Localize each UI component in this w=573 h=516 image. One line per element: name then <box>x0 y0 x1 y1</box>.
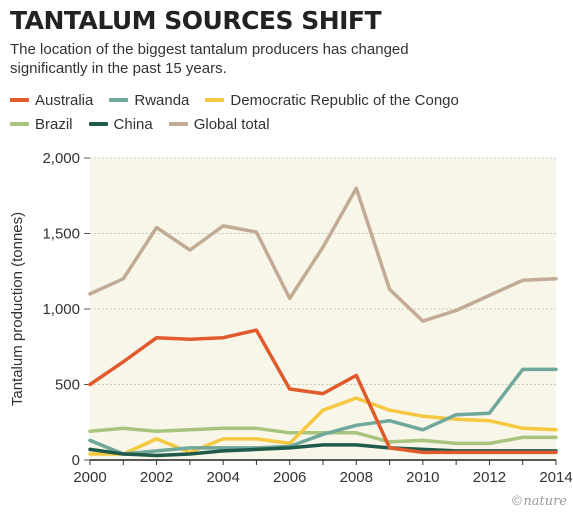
legend-swatch-china <box>88 122 108 126</box>
legend-label-brazil: Brazil <box>35 115 73 133</box>
legend-row-2: Brazil China Global total <box>10 112 570 136</box>
series-line-democratic-republic-of-the-congo <box>88 396 558 456</box>
x-tick-label: 2010 <box>406 469 439 486</box>
legend-item-australia: Australia <box>10 92 93 109</box>
legend: Australia Rwanda Democratic Republic of … <box>10 88 570 136</box>
legend-swatch-drc <box>205 98 225 102</box>
x-tick-label: 2008 <box>340 469 373 486</box>
chart-subtitle: The location of the biggest tantalum pro… <box>10 41 409 77</box>
x-tick-label: 2002 <box>140 469 173 486</box>
legend-item-global-total: Global total <box>168 115 270 133</box>
legend-item-china: China <box>88 115 153 133</box>
x-tick-label: 2014 <box>539 469 572 486</box>
legend-row-1: Australia Rwanda Democratic Republic of … <box>10 88 570 112</box>
legend-label-global-total: Global total <box>193 115 270 133</box>
legend-item-brazil: Brazil <box>10 116 73 133</box>
x-tick-label: 2004 <box>206 469 239 486</box>
legend-swatch-global-total <box>168 122 188 126</box>
legend-item-rwanda: Rwanda <box>109 92 189 109</box>
line-chart: 0 500 1,000 1,500 2,000 2000 2002 2004 2006 2008 2… <box>9 150 573 486</box>
chart-title: TANTALUM SOURCES SHIFT <box>10 6 382 35</box>
x-tick-label: 2000 <box>73 469 106 486</box>
y-tick-label: 500 <box>55 377 80 394</box>
series-line-rwanda <box>88 367 558 456</box>
legend-swatch-australia <box>10 98 29 102</box>
y-tick-label: 0 <box>72 452 80 469</box>
series-line-global-total <box>88 186 558 323</box>
legend-label-rwanda: Rwanda <box>134 91 190 109</box>
legend-label-drc: Democratic Republic of the Congo <box>230 91 459 109</box>
legend-swatch-brazil <box>10 122 29 126</box>
legend-item-drc: Democratic Republic of the Congo <box>205 91 459 109</box>
y-tick-label: 1,000 <box>42 301 80 318</box>
legend-label-china: China <box>113 115 153 133</box>
y-axis-label: Tantalum production (tonnes) <box>9 212 26 406</box>
legend-label-australia: Australia <box>35 91 94 109</box>
chart-area: 0 500 1,000 1,500 2,000 2000 2002 2004 2006 2008 2… <box>0 140 573 511</box>
x-tick-label: 2006 <box>273 469 306 486</box>
y-tick-label: 2,000 <box>42 150 80 167</box>
x-tick-label: 2012 <box>473 469 506 486</box>
series-line-australia <box>88 328 558 455</box>
nature-credit: ©nature <box>510 494 567 509</box>
y-tick-label: 1,500 <box>42 226 80 243</box>
legend-swatch-rwanda <box>109 98 129 102</box>
